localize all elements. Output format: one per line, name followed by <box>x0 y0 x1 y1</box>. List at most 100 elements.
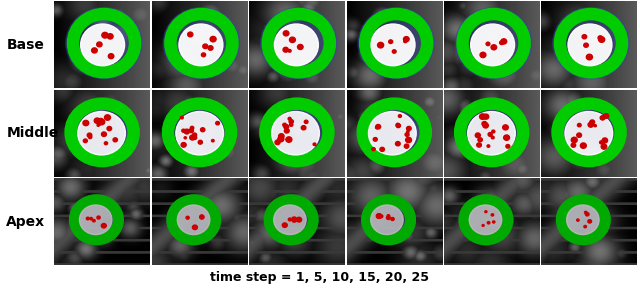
Text: Middle: Middle <box>6 126 59 140</box>
Circle shape <box>405 133 409 137</box>
Circle shape <box>388 40 393 43</box>
Circle shape <box>283 123 286 126</box>
Circle shape <box>189 129 193 132</box>
Circle shape <box>90 217 92 220</box>
Circle shape <box>289 123 293 126</box>
Circle shape <box>376 214 381 219</box>
Circle shape <box>483 123 488 128</box>
Circle shape <box>500 41 504 45</box>
Circle shape <box>478 138 483 142</box>
Circle shape <box>387 216 390 219</box>
Ellipse shape <box>70 196 123 244</box>
Circle shape <box>492 130 495 133</box>
Circle shape <box>376 126 378 129</box>
Circle shape <box>387 215 390 217</box>
Ellipse shape <box>66 99 138 165</box>
Circle shape <box>488 132 492 136</box>
Circle shape <box>97 120 102 125</box>
Circle shape <box>102 32 108 38</box>
Ellipse shape <box>275 24 318 66</box>
Circle shape <box>200 128 205 132</box>
Circle shape <box>571 143 575 147</box>
Circle shape <box>97 216 100 219</box>
Circle shape <box>493 221 495 223</box>
Ellipse shape <box>167 196 221 244</box>
Circle shape <box>296 217 301 222</box>
Ellipse shape <box>460 196 513 244</box>
Ellipse shape <box>553 7 629 79</box>
Circle shape <box>182 129 185 132</box>
Circle shape <box>181 143 186 147</box>
Circle shape <box>188 32 193 37</box>
Circle shape <box>604 114 609 118</box>
Circle shape <box>598 36 602 40</box>
Circle shape <box>304 120 308 124</box>
Circle shape <box>289 120 293 124</box>
Ellipse shape <box>77 111 125 155</box>
Circle shape <box>380 215 383 218</box>
Circle shape <box>594 125 596 127</box>
Circle shape <box>275 140 280 145</box>
Circle shape <box>83 120 89 126</box>
Ellipse shape <box>371 24 415 66</box>
Ellipse shape <box>274 205 306 234</box>
Circle shape <box>396 142 400 146</box>
Circle shape <box>584 226 586 228</box>
Circle shape <box>216 122 220 125</box>
Circle shape <box>492 136 494 139</box>
Ellipse shape <box>470 24 515 66</box>
Ellipse shape <box>468 111 515 155</box>
Circle shape <box>203 44 208 49</box>
Text: Base: Base <box>6 38 44 52</box>
Ellipse shape <box>358 7 435 79</box>
Circle shape <box>289 37 296 43</box>
Circle shape <box>286 137 292 142</box>
Circle shape <box>190 126 194 129</box>
Circle shape <box>92 48 97 53</box>
Circle shape <box>404 144 409 148</box>
Ellipse shape <box>369 111 416 155</box>
Circle shape <box>104 115 111 120</box>
Circle shape <box>501 39 507 44</box>
Ellipse shape <box>163 99 236 165</box>
Circle shape <box>193 136 196 139</box>
Circle shape <box>193 133 196 137</box>
Circle shape <box>588 122 593 127</box>
Circle shape <box>298 44 303 50</box>
Circle shape <box>396 123 399 126</box>
Ellipse shape <box>456 7 532 79</box>
Circle shape <box>198 140 202 144</box>
Circle shape <box>107 126 111 131</box>
Circle shape <box>586 54 593 60</box>
Circle shape <box>598 37 605 42</box>
Circle shape <box>600 116 605 120</box>
Circle shape <box>211 139 214 142</box>
Circle shape <box>584 211 587 214</box>
Ellipse shape <box>81 24 125 66</box>
Circle shape <box>200 215 204 219</box>
Circle shape <box>398 115 401 118</box>
Circle shape <box>601 144 607 149</box>
Circle shape <box>487 145 490 147</box>
Circle shape <box>406 131 409 133</box>
Circle shape <box>396 124 401 128</box>
Ellipse shape <box>176 111 223 155</box>
Circle shape <box>482 225 484 226</box>
Circle shape <box>193 225 197 230</box>
Circle shape <box>378 42 383 48</box>
Circle shape <box>313 143 316 145</box>
Circle shape <box>482 122 487 126</box>
Circle shape <box>373 138 378 141</box>
Ellipse shape <box>179 24 223 66</box>
Circle shape <box>113 138 118 142</box>
Ellipse shape <box>177 205 210 234</box>
Circle shape <box>108 54 114 59</box>
Circle shape <box>186 216 189 219</box>
Circle shape <box>184 137 186 139</box>
Circle shape <box>572 137 577 143</box>
Circle shape <box>372 148 375 151</box>
Ellipse shape <box>163 7 239 79</box>
Circle shape <box>288 218 291 221</box>
Circle shape <box>504 135 509 140</box>
Circle shape <box>487 221 490 224</box>
